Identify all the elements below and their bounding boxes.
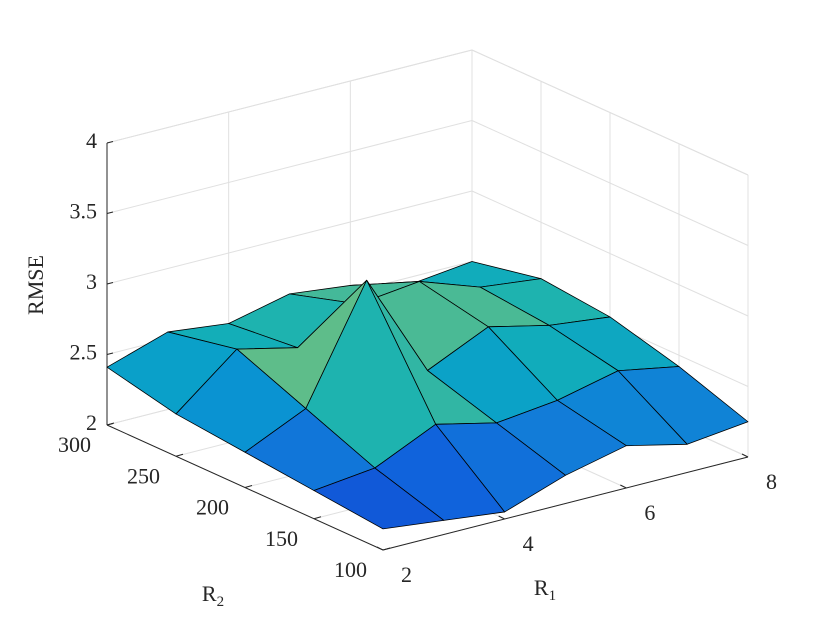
z-axis-label: RMSE	[23, 255, 48, 315]
y-tick	[106, 422, 115, 426]
grid-line	[106, 190, 473, 285]
x-tick	[498, 515, 505, 520]
x-tick-label: 2	[401, 562, 412, 587]
y-tick-label: 150	[265, 526, 298, 551]
box-edge	[471, 49, 749, 176]
y-tick-label: 250	[127, 463, 160, 488]
x-tick	[620, 484, 627, 489]
z-tick	[106, 352, 114, 355]
x-tick	[741, 453, 749, 458]
z-tick-label: 3.5	[70, 199, 98, 224]
x-axis-label: R1	[534, 575, 556, 604]
x-axis	[382, 456, 749, 551]
y-tick	[313, 516, 322, 520]
surface-face	[313, 467, 445, 530]
y-tick-label: 200	[196, 495, 229, 520]
x-tick-label: 6	[644, 500, 655, 525]
y-tick-label: 100	[334, 557, 367, 582]
x-tick-label: 4	[523, 531, 534, 556]
box-edge	[106, 49, 473, 144]
y-tick	[382, 547, 391, 551]
grid-line	[106, 120, 473, 214]
y-tick	[244, 485, 253, 488]
z-tick-label: 2.5	[70, 340, 98, 365]
z-tick-label: 2	[86, 410, 97, 435]
z-tick	[106, 282, 114, 285]
z-tick-label: 3	[86, 269, 97, 294]
x-tick	[376, 546, 384, 551]
y-tick	[175, 453, 184, 457]
z-tick	[106, 141, 114, 144]
x-tick-label: 8	[766, 469, 777, 494]
y-tick-label: 300	[58, 432, 91, 457]
z-tick	[106, 211, 114, 214]
z-tick-label: 4	[86, 128, 97, 153]
y-axis-label: R2	[202, 581, 224, 610]
